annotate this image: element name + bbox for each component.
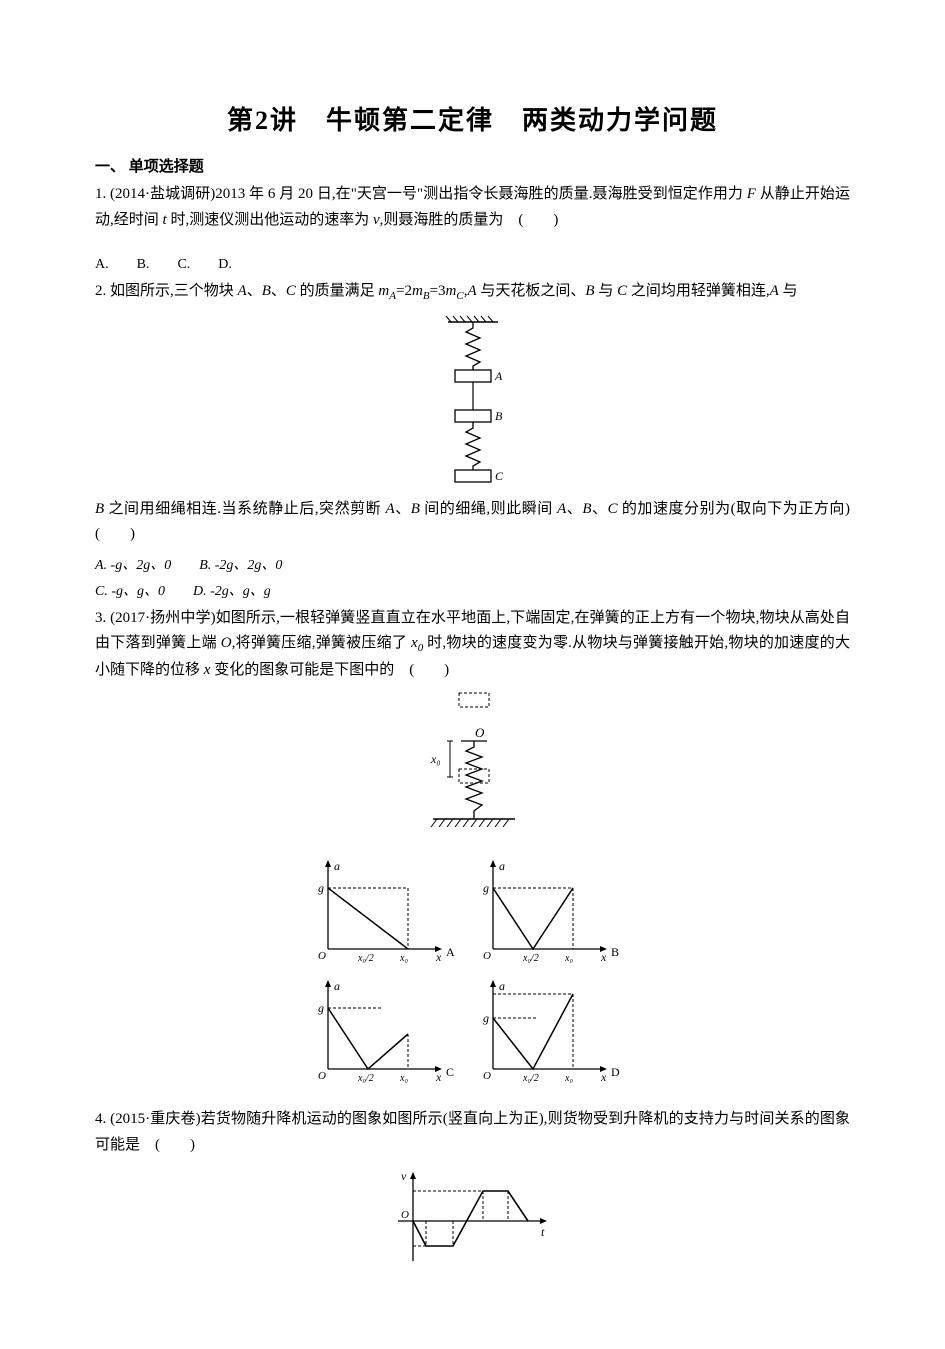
svg-text:O: O [483, 950, 491, 962]
q4-xlabel: t [541, 1225, 545, 1239]
q2-text-f: 与 [779, 283, 798, 299]
q1-F: F [747, 186, 756, 202]
svg-text:O: O [318, 1070, 326, 1082]
svg-text:a: a [334, 979, 340, 993]
svg-text:x₀/2: x₀/2 [357, 953, 374, 964]
q4-origin: O [401, 1209, 409, 1221]
q2-label-A: A [494, 369, 503, 383]
svg-text:D: D [611, 1065, 620, 1079]
q4-ylabel: v [401, 1169, 407, 1183]
q3-O: O [221, 635, 232, 651]
question-3: 3. (2017·扬州中学)如图所示,一根轻弹簧竖直直立在水平地面上,下端固定,… [95, 606, 850, 684]
q2-B1: B [262, 283, 271, 299]
section-header: 一、 单项选择题 [95, 155, 850, 176]
q2-text-e: 之间均用轻弹簧相连, [627, 283, 770, 299]
q3-text-d: 变化的图象可能是下图中的 ( ) [210, 662, 449, 678]
q2-figure: A B C [95, 314, 850, 489]
q2-text-i: 间的细绳,则此瞬间 [420, 501, 557, 517]
svg-text:g: g [483, 1011, 489, 1025]
q3-num: 3. [95, 610, 106, 626]
q1-v: v [373, 212, 380, 228]
q3-text-b: ,将弹簧压缩,弹簧被压缩了 [232, 635, 411, 651]
svg-text:g: g [318, 1001, 324, 1015]
page-title: 第2讲 牛顿第二定律 两类动力学问题 [95, 100, 850, 137]
svg-text:x₀/2: x₀/2 [522, 1073, 539, 1084]
q1-text-c: 时,测速仪测出他运动的速率为 [167, 212, 373, 228]
q2-options-row1: A. -g、2g、0 B. -2g、2g、0 [95, 554, 850, 574]
q2-text-d: 与 [595, 283, 618, 299]
svg-text:g: g [483, 881, 489, 895]
svg-text:x₀: x₀ [399, 1073, 408, 1084]
q1-text-a: (2014·盐城调研)2013 年 6 月 20 日,在"天宫一号"测出指令长聂… [106, 186, 747, 202]
question-1: 1. (2014·盐城调研)2013 年 6 月 20 日,在"天宫一号"测出指… [95, 182, 850, 233]
svg-text:O: O [483, 1070, 491, 1082]
q3-label-x0: x₀ [430, 752, 441, 766]
q4-vt-graph-icon: v t O [393, 1166, 553, 1276]
title-mid: 讲 [270, 106, 298, 135]
q2-label-C: C [495, 469, 504, 483]
svg-text:x: x [435, 950, 442, 964]
q2-spring-diagram-icon: A B C [433, 314, 513, 484]
question-2-cont: B 之间用细绳相连.当系统静止后,突然剪断 A、B 间的细绳,则此瞬间 A、B、… [95, 497, 850, 548]
q3-graphs: a g x₀/2 x₀ O x A a g x₀/2 x₀ O x B [95, 854, 850, 1099]
svg-text:a: a [499, 859, 505, 873]
q2-optA: A. -g、2g、0 [95, 558, 171, 573]
title-number: 2 [255, 106, 270, 135]
q1-num: 1. [95, 186, 106, 202]
svg-text:B: B [611, 945, 619, 959]
svg-text:x₀: x₀ [564, 1073, 573, 1084]
svg-text:g: g [318, 881, 324, 895]
svg-text:O: O [318, 950, 326, 962]
svg-text:a: a [499, 979, 505, 993]
q3-label-O: O [475, 725, 485, 740]
q2-optC: C. -g、g、0 [95, 584, 165, 599]
q2-C1: C [286, 283, 296, 299]
svg-text:x: x [600, 950, 607, 964]
q1-options: A. B. C. D. [95, 253, 850, 273]
q4-text-a: (2015·重庆卷)若货物随升降机运动的图象如图所示(竖直向上为正),则货物受到… [95, 1111, 850, 1153]
q2-text-c: 与天花板之间、 [477, 283, 586, 299]
q2-A1: A [238, 283, 247, 299]
svg-text:C: C [446, 1065, 454, 1079]
q3-spring-block-icon: O x₀ [403, 691, 543, 841]
q2-text-b: 的质量满足 [296, 283, 379, 299]
q2-options-row2: C. -g、g、0 D. -2g、g、g [95, 580, 850, 600]
q2-text-a: 如图所示,三个物块 [106, 283, 237, 299]
q3-setup-figure: O x₀ [95, 691, 850, 846]
question-4: 4. (2015·重庆卷)若货物随升降机运动的图象如图所示(竖直向上为正),则货… [95, 1107, 850, 1158]
q2-num: 2. [95, 283, 106, 299]
q2-optB: B. -2g、2g、0 [199, 558, 282, 573]
svg-text:A: A [446, 945, 455, 959]
q2-label-B: B [495, 409, 503, 423]
svg-text:x₀: x₀ [399, 953, 408, 964]
q4-num: 4. [95, 1111, 106, 1127]
q2-text-g: 之间用细绳相连.当系统静止后,突然剪断 [104, 501, 385, 517]
svg-text:x: x [435, 1070, 442, 1084]
title-subject: 牛顿第二定律 两类动力学问题 [326, 106, 718, 135]
q4-figure: v t O [95, 1166, 850, 1281]
q1-text-d: ,则聂海胜的质量为 ( ) [380, 212, 559, 228]
svg-text:x₀/2: x₀/2 [522, 953, 539, 964]
svg-text:x₀/2: x₀/2 [357, 1073, 374, 1084]
svg-text:x: x [600, 1070, 607, 1084]
q2-optD: D. -2g、g、g [193, 584, 271, 599]
title-prefix: 第 [227, 106, 255, 135]
svg-text:x₀: x₀ [564, 953, 573, 964]
svg-text:a: a [334, 859, 340, 873]
question-2: 2. 如图所示,三个物块 A、B、C 的质量满足 mA=2mB=3mC,A 与天… [95, 279, 850, 306]
q3-graph-panels-icon: a g x₀/2 x₀ O x A a g x₀/2 x₀ O x B [308, 854, 638, 1094]
